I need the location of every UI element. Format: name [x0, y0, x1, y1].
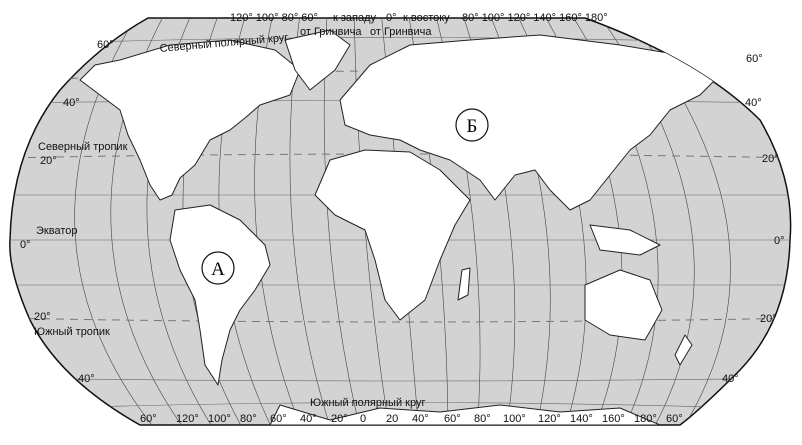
- bottom-scale-label: 100°: [503, 413, 526, 425]
- bottom-scale-label: 100°: [208, 413, 231, 425]
- lat-right-0: 0°: [774, 235, 785, 247]
- greenland: [284, 29, 351, 91]
- bottom-scale-label: 60°: [444, 413, 461, 425]
- lat-left-20s: 20°: [34, 311, 51, 323]
- equator-label: Экватор: [36, 225, 77, 237]
- bottom-scale-label: 40°: [300, 413, 317, 425]
- bottom-scale-label: 0: [360, 413, 366, 425]
- australia: [584, 269, 663, 341]
- top-west-label: к западу: [333, 12, 377, 24]
- lat-right-40: 40°: [745, 97, 762, 109]
- bottom-scale-label: 20°: [331, 413, 348, 425]
- tropic-south-line: [9, 317, 791, 323]
- lat-left-40: 40°: [63, 97, 80, 109]
- lat-right-20: 20°: [762, 153, 779, 165]
- bottom-scale-label: 60°: [270, 413, 287, 425]
- africa: [314, 149, 471, 321]
- marker-a-label: А: [211, 259, 225, 280]
- bottom-scale-label: 140°: [570, 413, 593, 425]
- southeast-asia-islands: [589, 224, 661, 256]
- south-tropic-label: Южный тропик: [34, 326, 110, 338]
- bottom-scale-label: 120°: [176, 413, 199, 425]
- top-zero: 0°: [386, 12, 397, 24]
- bottom-scale-label: 120°: [538, 413, 561, 425]
- continents: [79, 29, 721, 425]
- new-zealand: [674, 334, 693, 366]
- bottom-scale-label: 40°: [412, 413, 429, 425]
- top-east-label: к востоку: [403, 12, 450, 24]
- top-east-degrees: 80° 100° 120° 140° 160° 180°: [462, 12, 608, 24]
- top-west-degrees: 120° 100° 80° 60°: [230, 12, 318, 24]
- north-tropic-label: Северный тропик: [38, 141, 128, 153]
- marker-b-label: Б: [467, 116, 478, 137]
- eurasia: [339, 34, 721, 211]
- north-america: [79, 39, 301, 201]
- top-west-sub: от Гринвича: [300, 26, 362, 38]
- south-polar-label: Южный полярный круг: [310, 397, 425, 409]
- bottom-scale-label: 60°: [666, 413, 683, 425]
- marker-b: Б: [455, 108, 489, 142]
- top-east-sub: от Гринвича: [370, 26, 432, 38]
- lat-left-20: 20°: [40, 155, 57, 167]
- bottom-scale-label: 60°: [140, 413, 157, 425]
- bottom-scale-label: 80°: [240, 413, 257, 425]
- lat-left-0: 0°: [20, 239, 31, 251]
- tropic-north-line: [9, 153, 791, 159]
- bottom-scale-label: 20: [386, 413, 398, 425]
- lat-right-60: 60°: [746, 53, 763, 65]
- antarctica: [269, 404, 661, 425]
- bottom-scale: 60° 120° 100° 80° 60° 40° 20° 0 20 40° 60° 80° 100° 1…: [140, 413, 683, 425]
- south-america: [169, 204, 271, 386]
- lat-right-20s: 20°: [760, 313, 777, 325]
- bottom-scale-label: 160°: [602, 413, 625, 425]
- lat-right-40s: 40°: [722, 373, 739, 385]
- marker-a: А: [201, 251, 235, 285]
- madagascar: [457, 267, 471, 301]
- lat-left-60: 60°: [97, 39, 114, 51]
- bottom-scale-label: 80°: [474, 413, 491, 425]
- lat-left-40s: 40°: [78, 373, 95, 385]
- bottom-scale-label: 180°: [634, 413, 657, 425]
